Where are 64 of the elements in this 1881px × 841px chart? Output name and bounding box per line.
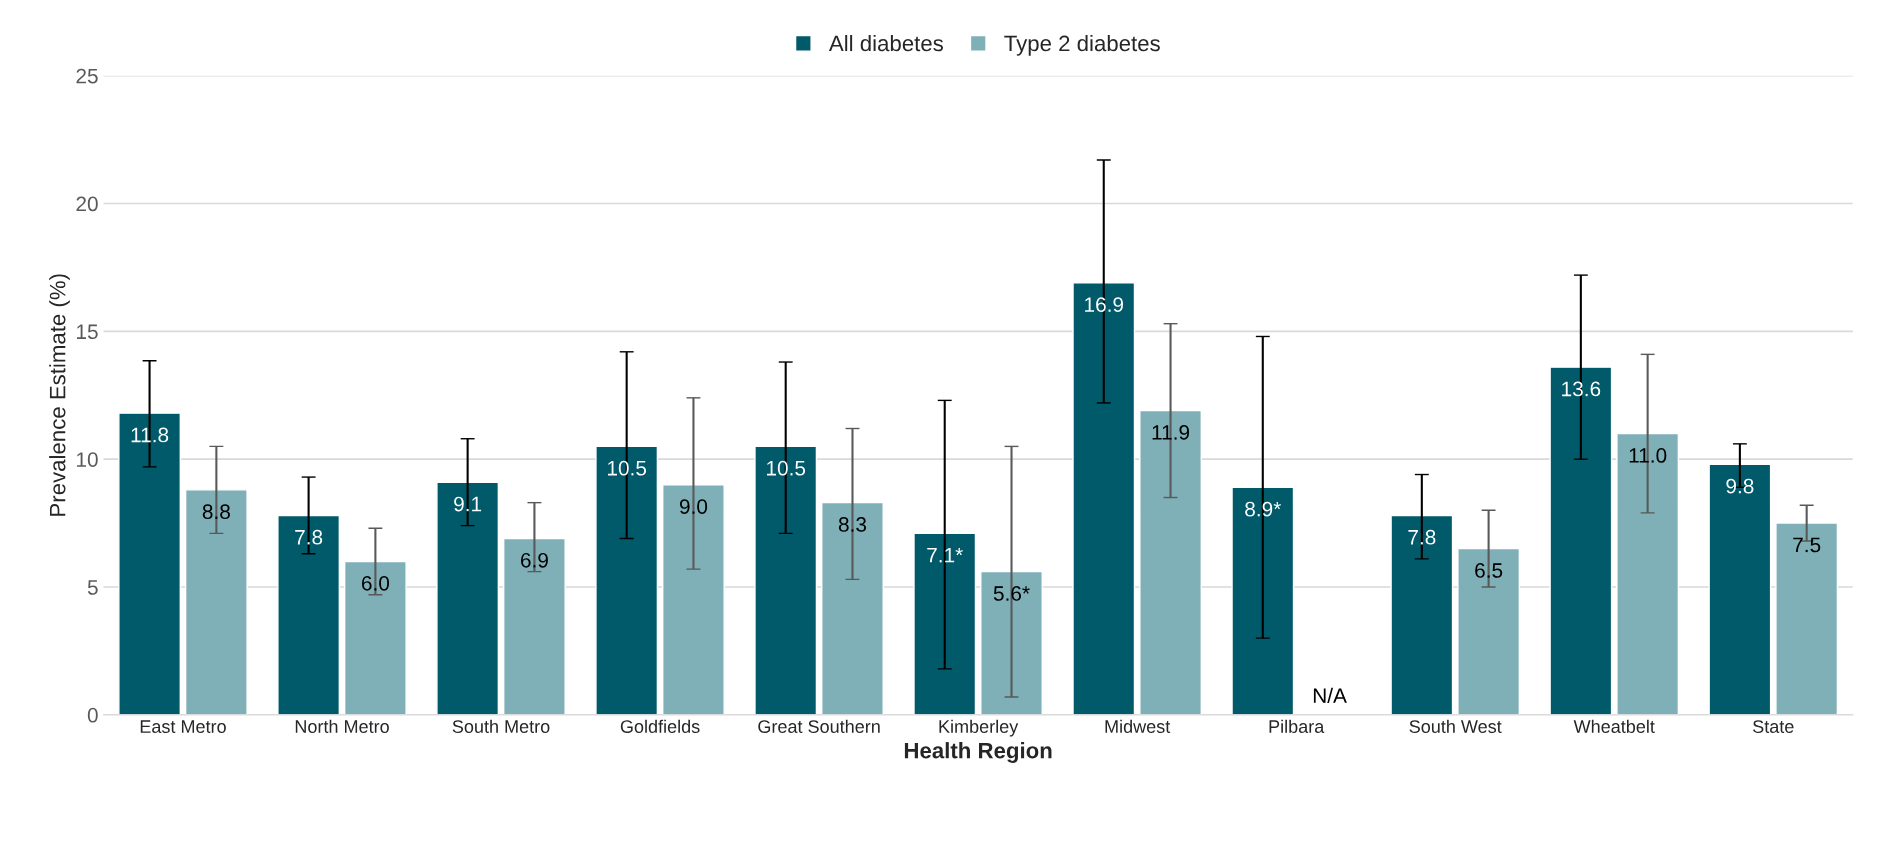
text: N/A [1313, 687, 1347, 704]
x-tick-label: Goldfields [620, 719, 700, 733]
data-label: 7.5 [1793, 537, 1821, 553]
bar [184, 489, 248, 715]
bar [1231, 486, 1295, 715]
bar [595, 445, 659, 715]
bar [1139, 409, 1202, 715]
data-label: 11.0 [1629, 448, 1667, 463]
bar [1616, 432, 1680, 715]
bar [821, 501, 884, 715]
x-tick-label: East Metro [140, 720, 226, 733]
data-label: 11.8 [131, 427, 169, 443]
y-tick-label: 15 [77, 324, 98, 340]
bar [436, 481, 500, 715]
bar [1775, 522, 1839, 715]
data-label: 7.1* [927, 547, 963, 563]
bar [662, 484, 725, 715]
data-label: 7.8 [295, 529, 323, 545]
bar [1390, 514, 1454, 715]
x-tick-label: Wheatbelt [1573, 719, 1655, 733]
data-label: 8.3 [838, 517, 867, 532]
x-tick-label: Great Southern [758, 719, 880, 733]
bar [913, 532, 977, 715]
data-label: 13.6 [1562, 381, 1601, 397]
y-tick-label: 0 [87, 707, 98, 723]
y-tick-label: 5 [87, 580, 98, 595]
bar [1708, 463, 1772, 715]
bar [343, 560, 407, 715]
data-label: 5.6* [993, 586, 1030, 601]
bar [277, 514, 341, 715]
data-label: 8.9* [1245, 501, 1281, 517]
data-label: 6.0 [361, 575, 390, 591]
data-label: 11.9 [1152, 425, 1190, 440]
x-tick-label: Pilbara [1269, 719, 1325, 733]
y-axis-title: Prevalence Estimate (%) [49, 274, 70, 516]
data-label: 6.9 [521, 552, 548, 568]
data-label: 10.5 [767, 460, 806, 476]
x-tick-label: North Metro [295, 719, 389, 733]
bar [503, 537, 566, 715]
data-label: 10.5 [607, 460, 647, 476]
x-tick-label: Midwest [1105, 719, 1171, 733]
bar [754, 445, 818, 715]
bar [1549, 366, 1613, 715]
x-tick-label: State [1753, 720, 1794, 733]
bar [1457, 547, 1521, 715]
data-label: 6.5 [1475, 563, 1503, 578]
legend-label: All diabetes [828, 34, 943, 52]
bar [1072, 282, 1136, 715]
bar [118, 412, 181, 715]
legend-label: Type 2 diabetes [1004, 34, 1160, 56]
data-label: 7.8 [1408, 529, 1436, 545]
bar [980, 570, 1043, 715]
x-tick-label: South Metro [452, 719, 550, 733]
data-label: 9.1 [454, 496, 482, 512]
x-axis-title: Health Region [904, 742, 1052, 763]
data-label: 9.0 [679, 499, 708, 514]
x-tick-label: Kimberley [939, 719, 1019, 737]
data-label: 9.8 [1726, 478, 1754, 494]
y-tick-label: 20 [76, 196, 98, 212]
x-tick-label: South West [1409, 719, 1502, 733]
y-tick-label: 25 [76, 68, 98, 84]
y-tick-label: 10 [77, 452, 98, 467]
data-label: 16.9 [1085, 297, 1124, 312]
data-label: 8.8 [202, 504, 230, 520]
